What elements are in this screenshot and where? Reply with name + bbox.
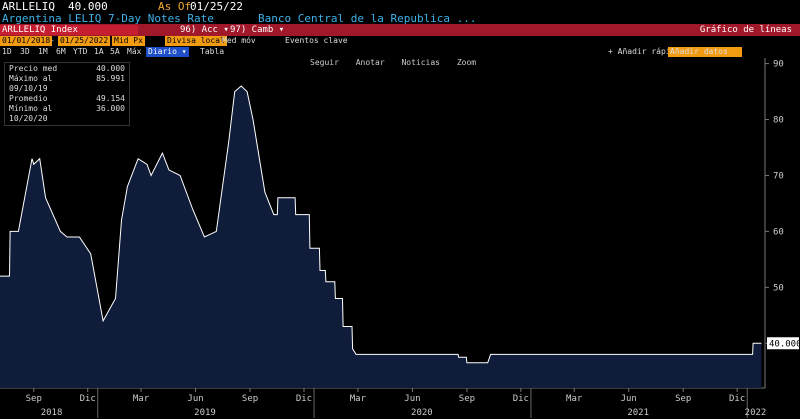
series-line: [0, 85, 762, 364]
news-button[interactable]: Noticias: [401, 58, 440, 67]
x-tick-label: Mar: [350, 394, 367, 404]
year-label: 2019: [194, 408, 216, 418]
x-tick-label: Sep: [242, 394, 258, 404]
legend-box: Precio med 40.000 Máximo al 09/10/19 85.99…: [4, 62, 130, 126]
x-tick-label: Dic: [80, 394, 96, 404]
x-tick-label: Sep: [675, 394, 691, 404]
legend-value: 85.991: [96, 74, 125, 83]
x-tick-label: Jun: [621, 394, 637, 404]
change-menu[interactable]: 97) Camb ▾: [230, 25, 285, 35]
quick-add-button[interactable]: + Añadir rápido ▾: [608, 47, 690, 56]
current-price: 40.000: [68, 0, 108, 13]
as-of-date: 01/25/22: [190, 0, 243, 13]
y-tick-label: 80: [773, 116, 784, 126]
legend-row: Precio med 40.000: [9, 64, 125, 74]
chart-toolbar: Seguir Anotar Noticias Zoom: [310, 58, 488, 67]
date-controls: 01/01/2018 - 01/25/2022 Mid Px Divisa lo…: [0, 36, 348, 46]
security-description: Argentina LELIQ 7-Day Notes Rate: [2, 12, 214, 25]
table-toggle[interactable]: Tabla: [200, 47, 225, 56]
x-tick-label: Jun: [404, 394, 420, 404]
index-name-field[interactable]: ARLLELIQ Index: [0, 25, 138, 35]
end-date-input[interactable]: 01/25/2022: [58, 36, 111, 46]
x-tick-label: Sep: [26, 394, 42, 404]
add-data-button[interactable]: Añadir datos: [668, 47, 742, 57]
data-source: Banco Central de la Republica ...: [258, 12, 477, 25]
legend-label: Mínimo al 10/20/20: [9, 104, 53, 123]
ticker-symbol: ARLLELIQ: [2, 0, 55, 13]
moving-average-toggle[interactable]: Med móv: [222, 36, 256, 45]
annotate-button[interactable]: Anotar: [355, 58, 385, 67]
legend-label: Precio med: [9, 64, 58, 73]
y-tick-label: 70: [773, 171, 784, 181]
period-3d[interactable]: 3D: [20, 47, 30, 56]
legend-value: 49.154: [96, 94, 125, 103]
field-selector[interactable]: Mid Px: [112, 36, 145, 46]
y-tick-label: 60: [773, 227, 784, 237]
y-tick-label: 90: [773, 60, 784, 70]
period-bar: 1D 3D 1M 6M YTD 1A 5A Máx Diario ▾ Tabla…: [0, 47, 800, 58]
x-tick-label: Sep: [459, 394, 475, 404]
legend-row: Promedio 49.154: [9, 94, 125, 104]
year-label: 2021: [627, 408, 649, 418]
y-tick-label: 50: [773, 283, 784, 293]
as-of-label: As Of: [158, 0, 192, 13]
last-value-box: [767, 337, 799, 350]
description-bar: Argentina LELIQ 7-Day Notes Rate Banco C…: [0, 12, 800, 25]
legend-value: 36.000: [96, 104, 125, 113]
follow-button[interactable]: Seguir: [310, 58, 339, 67]
year-label: 2022: [745, 408, 767, 418]
key-events-toggle[interactable]: Eventos clave: [285, 36, 348, 45]
legend-row: Mínimo al 10/20/20 36.000: [9, 104, 125, 124]
last-value-label: 40.000: [769, 339, 800, 349]
series-area: [0, 86, 762, 388]
frequency-selector[interactable]: Diario ▾: [146, 47, 189, 57]
x-tick-label: Dic: [296, 394, 312, 404]
x-tick-label: Mar: [133, 394, 150, 404]
x-tick-label: Dic: [513, 394, 529, 404]
legend-value: 40.000: [96, 64, 125, 73]
period-max[interactable]: Máx: [127, 47, 142, 56]
x-tick-label: Dic: [729, 394, 745, 404]
chart[interactable]: 40506070809040.000SepDicMarJunSepDicMarJ…: [0, 58, 800, 419]
currency-selector[interactable]: Divisa local: [165, 36, 227, 46]
year-label: 2020: [411, 408, 433, 418]
legend-label: Promedio: [9, 94, 48, 103]
period-6m[interactable]: 6M: [56, 47, 66, 56]
legend-label: Máximo al 09/10/19: [9, 74, 53, 93]
period-ytd[interactable]: YTD: [73, 47, 88, 56]
zoom-button[interactable]: Zoom: [456, 58, 477, 67]
chart-type-label: Gráfico de líneas: [699, 25, 792, 35]
x-tick-label: Mar: [566, 394, 583, 404]
title-bar: ARLLELIQ 40.000 As Of 01/25/22: [0, 0, 800, 13]
period-5a[interactable]: 5A: [110, 47, 120, 56]
legend-row: Máximo al 09/10/19 85.991: [9, 74, 125, 94]
start-date-input[interactable]: 01/01/2018: [0, 36, 53, 46]
menu-bar: ARLLELIQ Index 96) Acc ▾ 97) Camb ▾ Gráf…: [0, 24, 800, 36]
period-1a[interactable]: 1A: [94, 47, 104, 56]
period-1d[interactable]: 1D: [2, 47, 12, 56]
x-tick-label: Jun: [187, 394, 203, 404]
year-label: 2018: [41, 408, 63, 418]
actions-menu[interactable]: 96) Acc ▾: [180, 25, 229, 35]
period-1m[interactable]: 1M: [38, 47, 48, 56]
